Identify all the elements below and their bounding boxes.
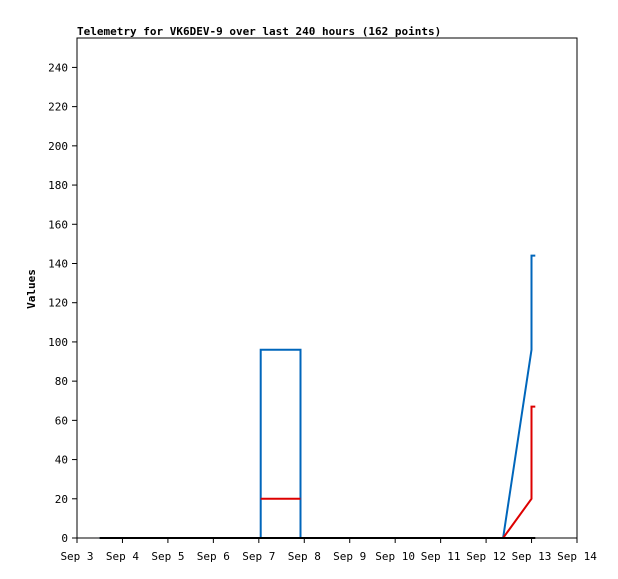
x-tick-label: Sep 4 [106, 550, 139, 563]
x-tick-label: Sep 12 [466, 550, 506, 563]
x-tick-label: Sep 11 [421, 550, 461, 563]
y-tick-label: 160 [48, 218, 68, 231]
x-tick-label: Sep 5 [151, 550, 184, 563]
y-tick-label: 100 [48, 336, 68, 349]
x-tick-label: Sep 8 [288, 550, 321, 563]
y-tick-label: 20 [55, 493, 68, 506]
x-tick-label: Sep 7 [242, 550, 275, 563]
x-tick-label: Sep 9 [333, 550, 366, 563]
y-tick-label: 220 [48, 101, 68, 114]
y-tick-label: 40 [55, 454, 68, 467]
chart-title: Telemetry for VK6DEV-9 over last 240 hou… [77, 25, 441, 38]
y-tick-label: 180 [48, 179, 68, 192]
series-line-3 [502, 405, 536, 539]
x-axis-ticks: Sep 3 Sep 4 Sep 5 Sep 6 Sep 7 Sep 8 Sep 9 Sep 1… [60, 538, 597, 563]
x-tick-label: Sep 14 [557, 550, 597, 563]
y-tick-label: 60 [55, 414, 68, 427]
x-tick-label: Sep 3 [60, 550, 93, 563]
x-tick-label: Sep 10 [375, 550, 415, 563]
y-tick-label: 120 [48, 297, 68, 310]
y-tick-label: 80 [55, 375, 68, 388]
y-tick-label: 240 [48, 61, 68, 74]
y-axis-label: Values [25, 269, 38, 309]
x-tick-label: Sep 13 [512, 550, 552, 563]
plot-frame [76, 37, 578, 539]
y-tick-label: 140 [48, 257, 68, 270]
y-axis-ticks: 0 20 40 60 80 100 120 140 160 180 200 220 240 [48, 61, 77, 545]
y-tick-label: 200 [48, 140, 68, 153]
x-tick-label: Sep 6 [197, 550, 230, 563]
y-tick-label: 0 [61, 532, 68, 545]
